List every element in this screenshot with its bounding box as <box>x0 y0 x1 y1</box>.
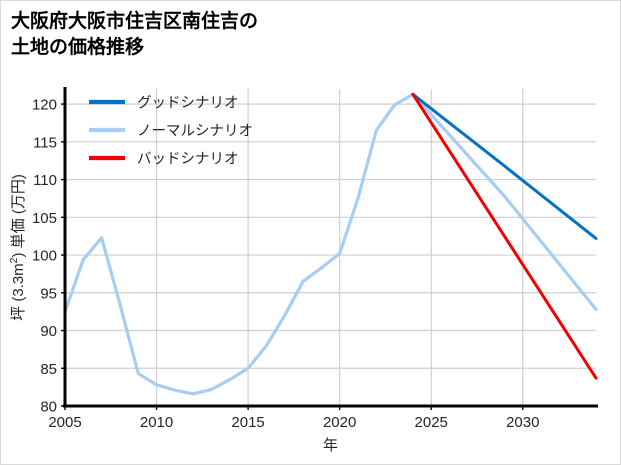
page-title: 大阪府大阪市住吉区南住吉の 土地の価格推移 <box>11 11 259 58</box>
y-tick-label: 90 <box>40 323 57 340</box>
x-tick-label: 2020 <box>323 414 356 431</box>
x-tick-label: 2030 <box>506 414 539 431</box>
y-axis-title: 坪 (3.3m2) 単価 (万円) <box>8 174 27 321</box>
y-tick-label: 100 <box>32 248 57 265</box>
y-tick-label: 115 <box>33 134 57 151</box>
x-axis-title: 年 <box>323 437 338 454</box>
series-line-normal <box>63 92 598 396</box>
y-tick-label: 80 <box>40 399 57 416</box>
series-line-bad <box>411 92 598 380</box>
y-axis-title-text: 坪 (3.3m2) 単価 (万円) <box>8 174 27 321</box>
y-tick-label: 120 <box>32 97 57 114</box>
legend-label-1: ノーマルシナリオ <box>137 124 253 140</box>
x-tick-label: 2025 <box>415 414 448 431</box>
x-tick-label: 2015 <box>231 414 264 431</box>
series-line-good <box>411 92 598 240</box>
y-tick-label: 85 <box>40 361 57 378</box>
legend-label-2: バッドシナリオ <box>137 152 239 168</box>
y-tick-label: 110 <box>33 172 57 189</box>
y-tick-label: 105 <box>32 210 57 227</box>
y-tick-label: 95 <box>40 285 57 302</box>
legend-label-0: グッドシナリオ <box>137 95 239 112</box>
x-tick-label: 2010 <box>140 414 173 431</box>
x-tick-label: 2005 <box>48 414 81 431</box>
